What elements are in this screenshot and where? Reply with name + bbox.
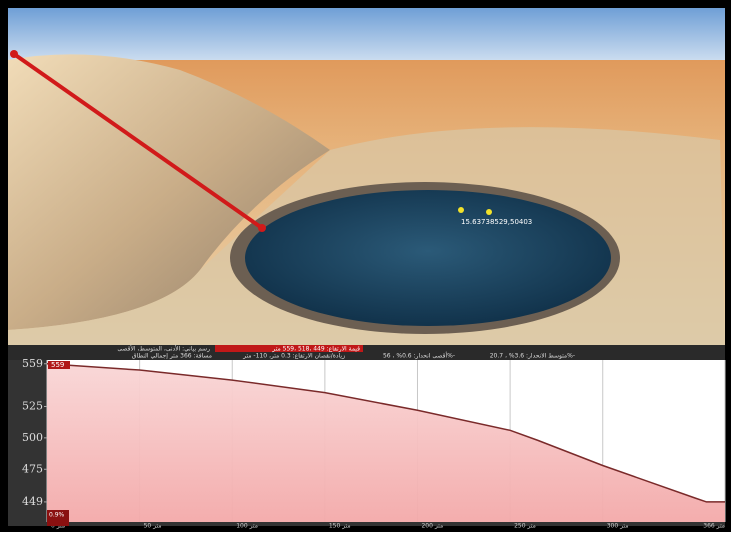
y-tick-label: 559 — [22, 357, 43, 370]
stats-gain: زيادة/نقصان الارتفاع: 0.3 متر، 110- متر — [242, 353, 345, 360]
stats-elevation: قيمة الارتفاع: 449 ،518 ،559 متر — [271, 346, 360, 353]
stats-distance: مسافة: 366 متر إجمالي النطاق — [132, 353, 212, 360]
slope-label: 0.9% — [49, 512, 65, 519]
sky — [8, 8, 725, 66]
placemark-label: 15.63738529,50403 — [461, 218, 532, 226]
x-tick-label: 150 متر — [329, 523, 351, 530]
stats-bar — [8, 345, 725, 360]
x-tick-label: 100 متر — [236, 523, 258, 530]
x-tick-label: 50 متر — [144, 523, 162, 530]
stats-highlight — [215, 345, 363, 352]
slope-tag — [47, 510, 69, 526]
x-tick-label: 250 متر — [514, 523, 536, 530]
x-tick-label: 366 متر — [703, 523, 725, 530]
path-start — [10, 50, 18, 58]
max-label: 559 — [51, 361, 64, 369]
area — [47, 363, 725, 522]
stats-max-slope: أقصى انحدار: 0.6% ، 56%- — [383, 352, 455, 360]
y-tick-label: 449 — [22, 495, 43, 508]
placemark-icon — [486, 209, 492, 215]
max-tag — [48, 361, 70, 369]
profile-line — [46, 363, 725, 503]
x-tick-label: 300 متر — [607, 523, 629, 530]
stats-avg-slope: متوسط الانحدار: 3.6% ، 20.7%- — [490, 353, 575, 360]
y-tick-label: 525 — [22, 399, 43, 412]
dune — [8, 54, 330, 330]
y-tick-label: 500 — [22, 431, 43, 444]
profile-path — [12, 52, 264, 230]
path-end — [258, 224, 266, 232]
placemark-icon — [458, 207, 464, 213]
x-tick-label: 200 متر — [421, 523, 443, 530]
stats-graph: رسم بياني: الأدنى، المتوسط، الأقصى — [117, 345, 210, 353]
lake — [245, 190, 611, 326]
y-tick-label: 475 — [22, 462, 43, 475]
